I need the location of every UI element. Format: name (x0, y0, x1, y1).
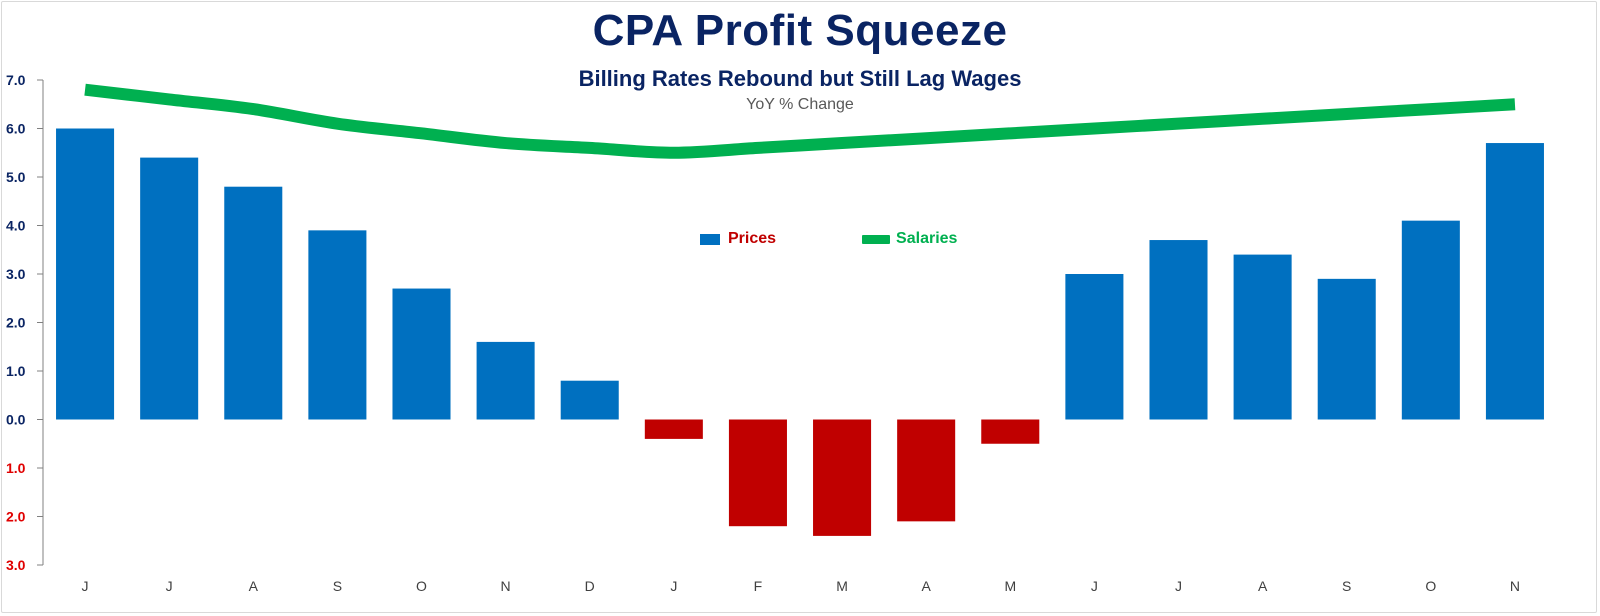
x-tick-label: S (333, 578, 342, 594)
chart-title: CPA Profit Squeeze (592, 6, 1008, 55)
prices-bar (560, 380, 619, 420)
x-tick-label: A (249, 578, 259, 594)
x-tick-label: O (416, 578, 427, 594)
x-tick-label: A (921, 578, 931, 594)
y-tick-label: 3.0 (6, 557, 26, 573)
y-tick-label: 0.0 (6, 412, 26, 428)
salaries-line-group (84, 83, 1516, 159)
salaries-line (84, 83, 1516, 159)
x-tick-label: M (1004, 578, 1016, 594)
prices-bar (56, 128, 115, 420)
prices-bar (140, 157, 199, 420)
legend-salaries-label: Salaries (896, 230, 958, 247)
x-tick-label: A (1258, 578, 1268, 594)
x-tick-label: O (1425, 578, 1436, 594)
chart-subtitle: Billing Rates Rebound but Still Lag Wage… (578, 66, 1022, 91)
prices-bar (813, 419, 872, 536)
y-axis: 7.0 6.0 5.0 4.0 3.0 2.0 1.0 0.0 1.0 2.0 3.0 (6, 72, 44, 573)
prices-bar (981, 419, 1040, 444)
prices-bar (476, 341, 535, 420)
x-tick-label: S (1342, 578, 1351, 594)
legend: Prices Salaries (700, 230, 957, 248)
prices-bar (1065, 274, 1124, 420)
x-tick-label: M (836, 578, 848, 594)
x-tick-label: J (1091, 578, 1098, 594)
prices-bar (897, 419, 956, 522)
prices-bar (728, 419, 787, 527)
y-tick-label: 3.0 (6, 266, 26, 282)
prices-bar (1149, 240, 1208, 420)
x-tick-label: J (1175, 578, 1182, 594)
y-tick-label: 7.0 (6, 72, 26, 88)
legend-prices-swatch (700, 233, 720, 245)
y-tick-label: 6.0 (6, 121, 26, 137)
y-tick-label: 4.0 (6, 218, 26, 234)
y-tick-label: 5.0 (6, 169, 26, 185)
x-tick-label: J (82, 578, 89, 594)
prices-bars (56, 128, 1544, 536)
legend-salaries-swatch (862, 234, 891, 244)
prices-bar (224, 186, 283, 420)
x-tick-label: F (754, 578, 763, 594)
y-tick-label: 2.0 (6, 509, 26, 525)
prices-bar (1233, 254, 1292, 420)
x-tick-label: J (670, 578, 677, 594)
prices-bar (1317, 278, 1376, 420)
prices-bar (392, 288, 451, 420)
x-tick-label: N (1510, 578, 1520, 594)
prices-bar (308, 230, 367, 420)
prices-bar (1401, 220, 1460, 420)
prices-bar (644, 419, 703, 439)
chart-unit-label: YoY % Change (746, 96, 854, 113)
legend-prices-label: Prices (728, 230, 777, 247)
x-tick-label: D (585, 578, 595, 594)
y-tick-label: 1.0 (6, 460, 26, 476)
y-tick-label: 2.0 (6, 315, 26, 331)
y-tick-label: 1.0 (6, 363, 26, 379)
x-tick-label: N (501, 578, 511, 594)
x-tick-label: J (166, 578, 173, 594)
prices-bar (1485, 143, 1544, 420)
